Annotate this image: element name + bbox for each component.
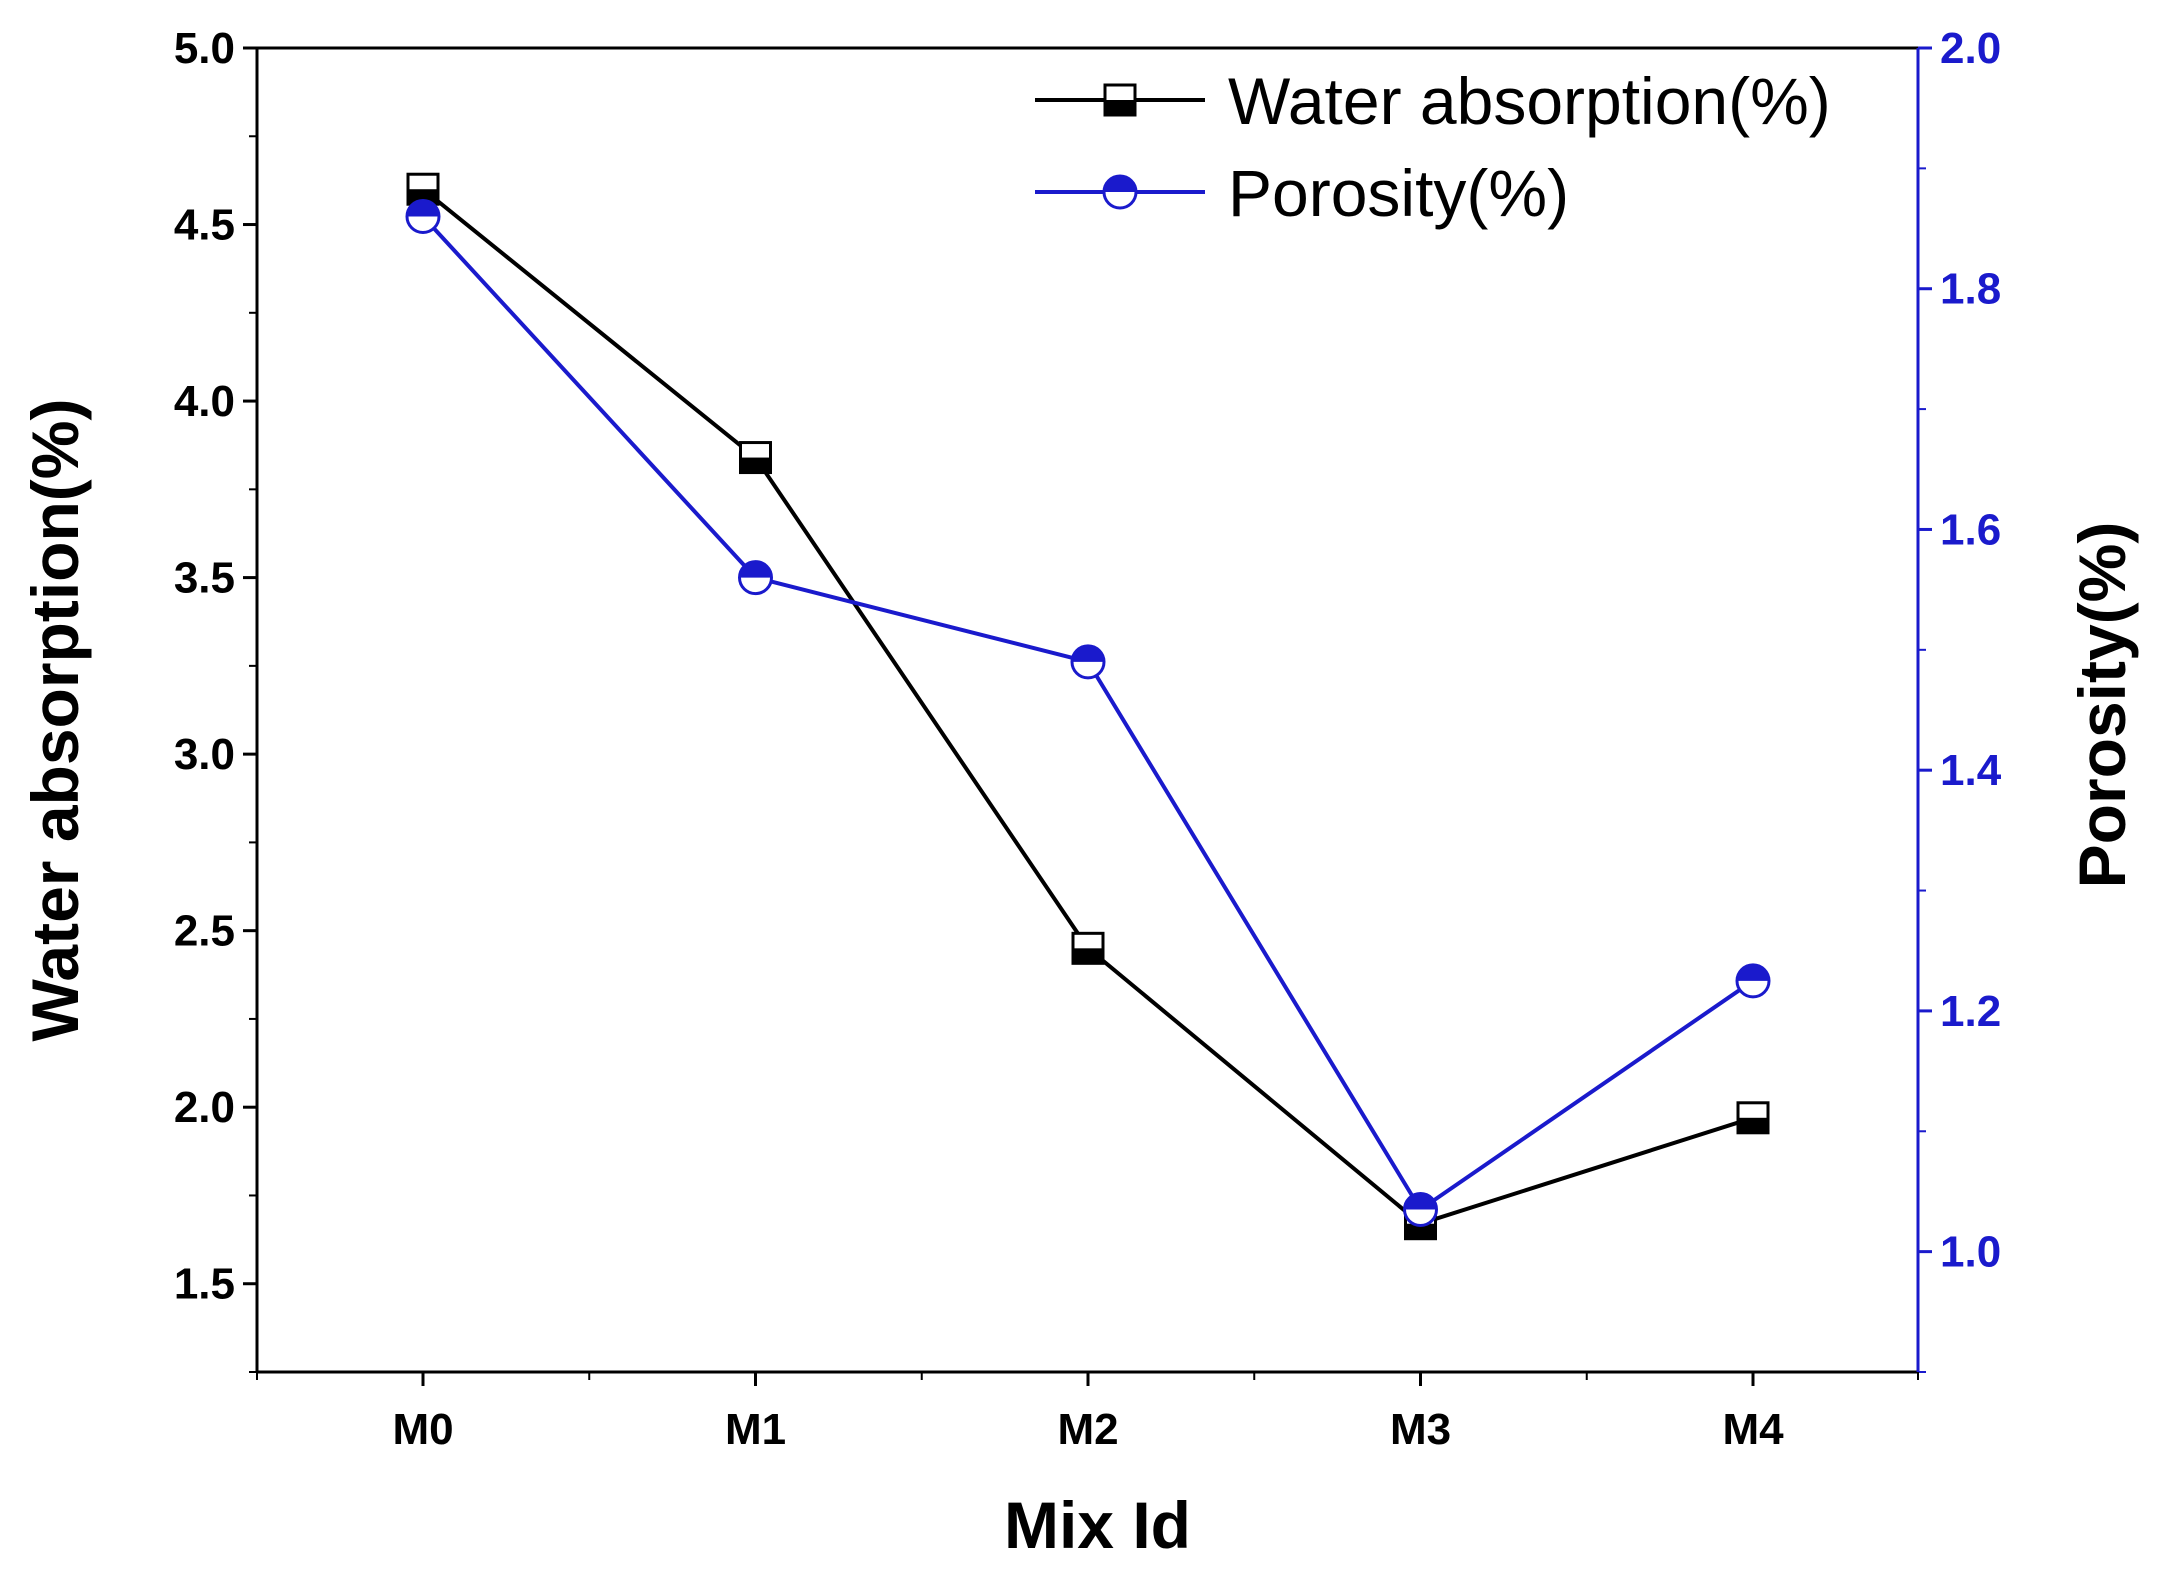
marker-fill [1072, 645, 1104, 662]
legend-marker [1102, 174, 1138, 210]
left-axis-title: Water absorption(%) [18, 399, 92, 1042]
data-point-1-M4 [1735, 963, 1771, 999]
data-point-1-M1 [738, 560, 773, 596]
left-tick-label: 2.0 [174, 1083, 235, 1132]
left-tick-label: 1.5 [174, 1260, 235, 1309]
marker-fill [1404, 1193, 1437, 1210]
legend-marker [1103, 83, 1137, 117]
marker-fill [1737, 964, 1769, 981]
left-tick-label: 4.5 [174, 201, 235, 250]
marker-fill [739, 561, 772, 578]
left-tick-label: 3.5 [174, 554, 235, 603]
x-tick-label: M2 [1057, 1405, 1118, 1454]
legend-entry-0: Water absorption(%) [1035, 64, 1831, 138]
marker-fill [1104, 176, 1136, 192]
data-point-0-M4 [1736, 1101, 1770, 1135]
data-point-0-M1 [739, 441, 772, 475]
left-tick-label: 4.0 [174, 377, 235, 426]
marker-fill [1073, 948, 1103, 964]
x-tick-label: M0 [392, 1405, 453, 1454]
x-axis-title: Mix Id [1004, 1488, 1191, 1562]
right-tick-label: 2.0 [1940, 24, 2001, 73]
right-tick-label: 1.0 [1940, 1228, 2001, 1277]
left-tick-label: 5.0 [174, 24, 235, 73]
x-tick-label: M4 [1722, 1405, 1784, 1454]
right-tick-label: 1.4 [1940, 746, 2002, 795]
x-tick-label: M3 [1390, 1405, 1451, 1454]
data-point-1-M3 [1403, 1192, 1438, 1228]
marker-fill [408, 189, 438, 205]
marker-fill [407, 200, 439, 217]
right-tick-label: 1.2 [1940, 987, 2001, 1036]
legend-label: Porosity(%) [1228, 156, 1569, 230]
right-axis-title: Porosity(%) [2065, 522, 2139, 889]
marker-fill [740, 457, 771, 473]
right-tick-label: 1.8 [1940, 265, 2001, 314]
data-point-0-M2 [1071, 931, 1105, 965]
data-point-1-M2 [1070, 644, 1106, 680]
data-point-1-M0 [405, 199, 441, 235]
series-line-0 [421, 187, 1754, 1226]
legend-label: Water absorption(%) [1228, 64, 1831, 138]
right-tick-label: 1.6 [1940, 505, 2001, 554]
marker-fill [1738, 1117, 1768, 1133]
legend-entry-1: Porosity(%) [1035, 156, 1569, 230]
marker-fill [1405, 1223, 1436, 1239]
marker-fill [1105, 100, 1135, 115]
x-tick-label: M1 [725, 1405, 786, 1454]
series-line-1 [421, 215, 1755, 1212]
left-tick-label: 2.5 [174, 907, 235, 956]
left-tick-label: 3.0 [174, 730, 235, 779]
